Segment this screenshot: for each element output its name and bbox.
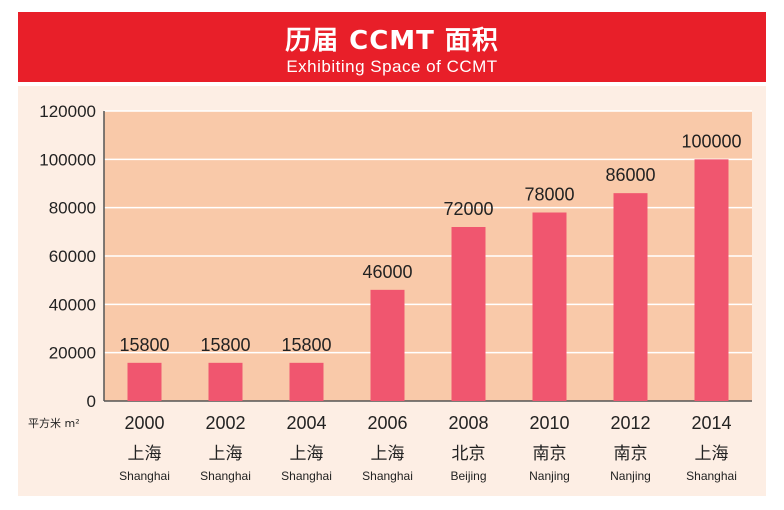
- bar-value-label: 78000: [524, 185, 574, 205]
- bar: [127, 362, 162, 401]
- chart-title: 历届 CCMT 面积: [285, 26, 499, 56]
- y-tick-label: 100000: [39, 150, 96, 169]
- bar: [289, 362, 324, 401]
- x-tick-label: 2000: [124, 413, 164, 433]
- bar: [613, 193, 648, 401]
- x-tick-label: 2002: [205, 413, 245, 433]
- x-city-cn-label: 上海: [128, 444, 162, 464]
- y-tick-label: 80000: [49, 199, 96, 218]
- x-tick-label: 2008: [448, 413, 488, 433]
- y-tick-label: 60000: [49, 247, 96, 266]
- bar-value-label: 72000: [443, 199, 493, 219]
- x-tick-label: 2004: [286, 413, 326, 433]
- y-unit-label: 平方米 m²: [28, 416, 80, 430]
- y-tick-label: 120000: [39, 102, 96, 121]
- bar: [370, 289, 405, 401]
- x-city-cn-label: 北京: [452, 444, 486, 464]
- bar-value-label: 86000: [605, 165, 655, 185]
- x-city-cn-label: 上海: [695, 444, 729, 464]
- x-city-cn-label: 南京: [533, 444, 567, 464]
- y-tick-label: 40000: [49, 295, 96, 314]
- x-city-en-label: Beijing: [450, 469, 486, 483]
- chart-subtitle: Exhibiting Space of CCMT: [286, 57, 498, 76]
- x-city-en-label: Shanghai: [281, 469, 332, 483]
- x-city-cn-label: 上海: [209, 444, 243, 464]
- x-city-en-label: Shanghai: [119, 469, 170, 483]
- x-city-en-label: Shanghai: [362, 469, 413, 483]
- x-city-cn-label: 南京: [614, 444, 648, 464]
- x-tick-label: 2006: [367, 413, 407, 433]
- y-tick-label: 0: [87, 392, 96, 411]
- bar-value-label: 15800: [200, 335, 250, 355]
- bar-value-label: 100000: [681, 131, 741, 151]
- x-city-en-label: Nanjing: [529, 469, 570, 483]
- x-tick-label: 2010: [529, 413, 569, 433]
- x-city-en-label: Shanghai: [200, 469, 251, 483]
- y-tick-label: 20000: [49, 344, 96, 363]
- bar: [451, 227, 486, 401]
- x-tick-label: 2012: [610, 413, 650, 433]
- header-banner: 历届 CCMT 面积 Exhibiting Space of CCMT: [18, 12, 766, 82]
- bar: [694, 159, 729, 401]
- x-city-cn-label: 上海: [290, 444, 324, 464]
- x-tick-label: 2014: [691, 413, 731, 433]
- bar: [208, 362, 243, 401]
- x-city-cn-label: 上海: [371, 444, 405, 464]
- bar-value-label: 15800: [119, 335, 169, 355]
- bar-value-label: 15800: [281, 335, 331, 355]
- x-city-en-label: Shanghai: [686, 469, 737, 483]
- x-city-en-label: Nanjing: [610, 469, 651, 483]
- bar: [532, 212, 567, 401]
- bar-value-label: 46000: [362, 262, 412, 282]
